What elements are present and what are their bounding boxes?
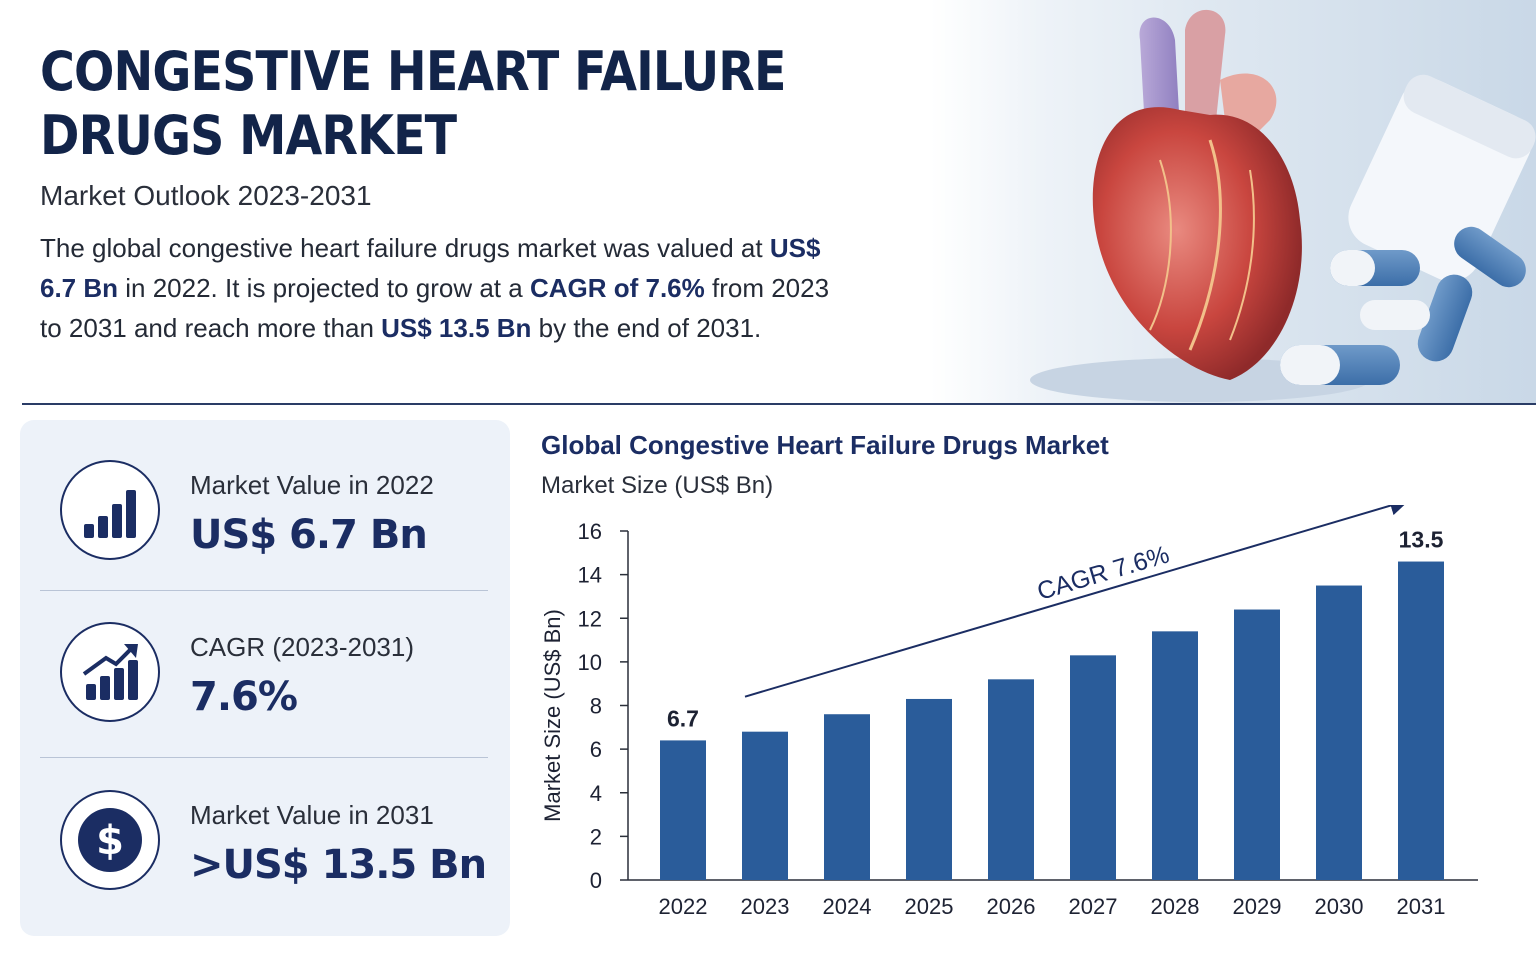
kpi-label: Market Value in 2022 <box>190 470 434 500</box>
section-divider <box>22 403 1536 405</box>
kpi-value: US$ 6.7 Bn <box>190 512 428 558</box>
kpi-market-value-2031: $ Market Value in 2031 >US$ 13.5 Bn <box>40 776 490 906</box>
bar-2022 <box>660 740 706 880</box>
x-tick-label: 2026 <box>987 894 1036 919</box>
y-tick-label: 10 <box>578 650 602 675</box>
x-tick-label: 2031 <box>1397 894 1446 919</box>
kpi-label: CAGR (2023-2031) <box>190 632 414 662</box>
kpi-divider <box>40 590 488 591</box>
y-tick-label: 0 <box>590 868 602 893</box>
intro-text: The global congestive heart failure drug… <box>40 233 770 263</box>
bar-2025 <box>906 698 952 880</box>
kpi-market-value-2022: Market Value in 2022 US$ 6.7 Bn <box>40 446 490 576</box>
y-tick-label: 12 <box>578 606 602 631</box>
y-tick-label: 6 <box>590 737 602 762</box>
y-tick-label: 2 <box>590 824 602 849</box>
kpi-value: >US$ 13.5 Bn <box>190 842 487 888</box>
chart-title: Global Congestive Heart Failure Drugs Ma… <box>541 430 1109 460</box>
bar-chart: 0 2 4 6 8 10 12 14 16 Market Size (US$ Bn) 2022 6.7… <box>540 505 1478 919</box>
x-tick-label: 2025 <box>905 894 954 919</box>
chart-subtitle: Market Size (US$ Bn) <box>541 472 774 499</box>
dollar-icon: $ <box>60 790 160 890</box>
x-tick-label: 2024 <box>823 894 872 919</box>
bar-2026 <box>988 679 1034 880</box>
kpi-value: 7.6% <box>190 674 298 720</box>
x-tick-label: 2028 <box>1151 894 1200 919</box>
bar-2027 <box>1070 655 1116 880</box>
hero-image <box>930 0 1536 404</box>
intro-paragraph: The global congestive heart failure drug… <box>40 228 840 348</box>
y-tick-label: 8 <box>590 694 602 719</box>
kpi-cagr: CAGR (2023-2031) 7.6% <box>40 608 490 738</box>
svg-text:$: $ <box>96 818 124 864</box>
x-tick-label: 2023 <box>741 894 790 919</box>
page-subtitle: Market Outlook 2023-2031 <box>40 180 372 211</box>
bar-2029 <box>1234 609 1280 880</box>
y-axis-label: Market Size (US$ Bn) <box>540 609 565 822</box>
page-title: CONGESTIVE HEART FAILURE DRUGS MARKET <box>40 40 786 167</box>
heart-and-pills-illustration <box>1030 9 1536 402</box>
intro-text: in 2022. It is projected to grow at a <box>118 273 530 303</box>
y-tick-label: 14 <box>578 563 602 588</box>
data-label: 13.5 <box>1399 527 1444 553</box>
bar-chart-icon <box>60 460 160 560</box>
x-tick-label: 2030 <box>1315 894 1364 919</box>
intro-highlight-value-2022: US$ 6.7 Bn <box>40 233 821 303</box>
x-tick-label: 2029 <box>1233 894 1282 919</box>
intro-highlight-cagr: CAGR of 7.6% <box>529 273 705 303</box>
intro-highlight-value-2031: US$ 13.5 Bn <box>381 313 532 343</box>
cagr-trend-arrow <box>744 505 1410 698</box>
y-tick-label: 4 <box>590 781 602 806</box>
bar-2031 <box>1398 561 1444 880</box>
data-label: 6.7 <box>667 705 699 731</box>
bar-2030 <box>1316 585 1362 880</box>
kpi-label: Market Value in 2031 <box>190 800 434 830</box>
intro-text: by the end of 2031. <box>531 313 762 343</box>
bar-2024 <box>824 714 870 880</box>
growth-arrow-icon <box>60 622 160 722</box>
bar-2028 <box>1152 631 1198 880</box>
x-tick-label: 2022 <box>659 894 708 919</box>
intro-text: from 2023 to 2031 and reach more than <box>40 273 830 343</box>
kpi-divider <box>40 757 488 758</box>
y-tick-label: 16 <box>578 519 602 544</box>
cagr-annotation: CAGR 7.6% <box>1034 540 1173 606</box>
bar-2023 <box>742 731 788 880</box>
x-tick-label: 2027 <box>1069 894 1118 919</box>
